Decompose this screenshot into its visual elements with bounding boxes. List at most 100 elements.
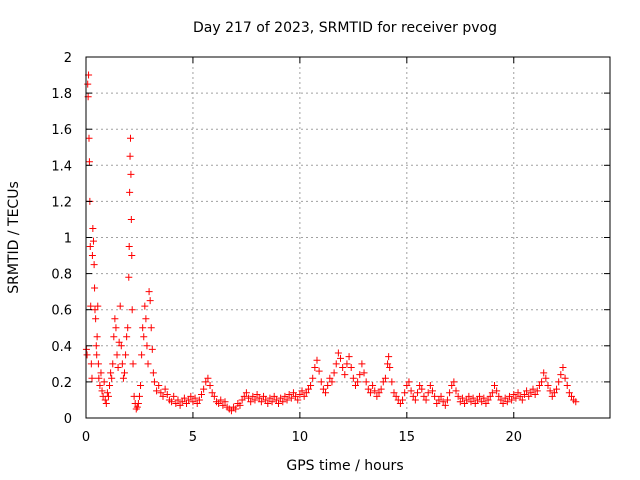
- data-point: [458, 394, 466, 402]
- data-point: [266, 394, 274, 402]
- data-point: [176, 401, 184, 409]
- data-point: [87, 302, 95, 310]
- data-point: [117, 342, 125, 350]
- data-point: [217, 396, 225, 404]
- data-point: [91, 306, 99, 314]
- data-point: [420, 392, 428, 400]
- data-point: [89, 237, 97, 245]
- data-point: [544, 382, 552, 390]
- y-tick-label: 0.4: [51, 340, 72, 355]
- data-point: [461, 400, 469, 408]
- data-point: [135, 392, 143, 400]
- data-point: [446, 389, 454, 397]
- data-point: [399, 396, 407, 404]
- data-point: [424, 389, 432, 397]
- data-point: [157, 389, 165, 397]
- data-point: [482, 400, 490, 408]
- data-point: [91, 284, 99, 292]
- data-point: [111, 315, 119, 323]
- data-point: [204, 374, 212, 382]
- data-point: [83, 351, 91, 359]
- data-point: [379, 378, 387, 386]
- data-point: [409, 392, 417, 400]
- data-point: [101, 396, 109, 404]
- data-point: [525, 392, 533, 400]
- data-point: [125, 273, 133, 281]
- data-point: [270, 392, 278, 400]
- data-point: [249, 392, 257, 400]
- data-point: [347, 363, 355, 371]
- data-point: [123, 333, 131, 341]
- data-point: [508, 396, 516, 404]
- data-point: [197, 391, 205, 399]
- data-point: [313, 356, 321, 364]
- data-point: [529, 385, 537, 393]
- data-point: [384, 360, 392, 368]
- data-point: [381, 374, 389, 382]
- data-point: [159, 392, 167, 400]
- data-point: [300, 392, 308, 400]
- data-point: [298, 387, 306, 395]
- data-point: [202, 378, 210, 386]
- data-point: [516, 392, 524, 400]
- data-point: [118, 360, 126, 368]
- data-point: [110, 333, 118, 341]
- data-point: [200, 385, 208, 393]
- data-point: [289, 389, 297, 397]
- data-point: [87, 360, 95, 368]
- data-point: [281, 392, 289, 400]
- data-point: [107, 369, 115, 377]
- data-point: [317, 378, 325, 386]
- y-tick-label: 0.2: [51, 376, 72, 391]
- data-point: [292, 392, 300, 400]
- data-point: [433, 400, 441, 408]
- data-point: [319, 385, 327, 393]
- data-point: [287, 394, 295, 402]
- data-point: [488, 389, 496, 397]
- data-point: [418, 385, 426, 393]
- data-point: [542, 374, 550, 382]
- y-tick-label: 1.8: [51, 87, 72, 102]
- data-point: [161, 385, 169, 393]
- data-point: [268, 398, 276, 406]
- data-point: [505, 392, 513, 400]
- data-point: [124, 324, 132, 332]
- data-point: [145, 288, 153, 296]
- data-point: [120, 369, 128, 377]
- data-point: [88, 252, 96, 260]
- x-tick-label: 0: [82, 430, 90, 445]
- data-point: [448, 382, 456, 390]
- data-point: [150, 378, 158, 386]
- data-point: [255, 394, 263, 402]
- data-point: [238, 396, 246, 404]
- data-point: [178, 398, 186, 406]
- data-point: [309, 374, 317, 382]
- data-point: [119, 374, 127, 382]
- data-point: [411, 396, 419, 404]
- data-point: [390, 389, 398, 397]
- data-point: [242, 389, 250, 397]
- data-point: [334, 349, 342, 357]
- data-point: [95, 374, 103, 382]
- y-tick-label: 0.6: [51, 304, 72, 319]
- data-point: [401, 389, 409, 397]
- data-point: [260, 392, 268, 400]
- data-point: [133, 403, 141, 411]
- data-point: [385, 353, 393, 361]
- data-point: [132, 405, 140, 413]
- data-point: [128, 252, 136, 260]
- data-point: [360, 369, 368, 377]
- data-point: [277, 394, 285, 402]
- data-point: [330, 369, 338, 377]
- data-point: [142, 315, 150, 323]
- data-point: [144, 360, 152, 368]
- data-point: [146, 297, 154, 305]
- x-tick-label: 5: [189, 430, 197, 445]
- data-point: [486, 392, 494, 400]
- x-tick-label: 20: [505, 430, 522, 445]
- data-point: [215, 400, 223, 408]
- data-point: [93, 351, 101, 359]
- data-point: [559, 363, 567, 371]
- data-point: [358, 360, 366, 368]
- data-point: [403, 382, 411, 390]
